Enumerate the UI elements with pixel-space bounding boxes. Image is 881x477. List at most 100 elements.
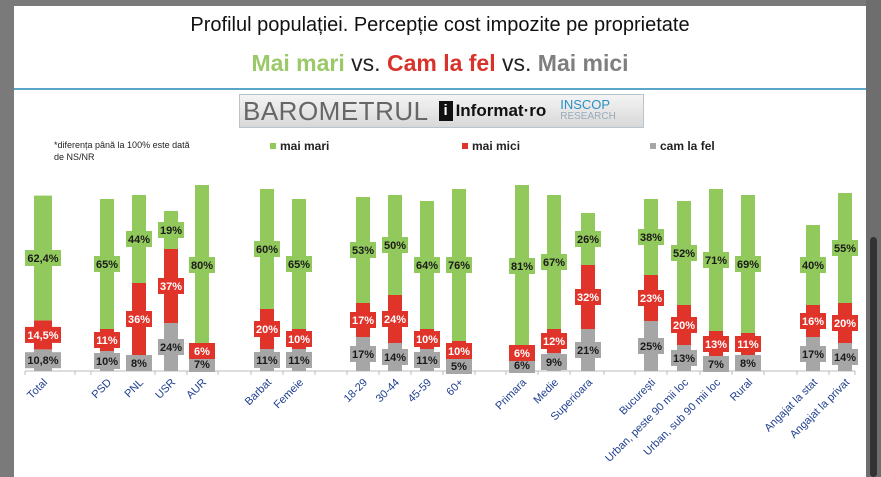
data-label-box	[832, 315, 858, 331]
data-label-box	[800, 313, 826, 329]
data-label: 7%	[708, 359, 724, 371]
category-label: Rural	[728, 377, 755, 404]
chart-subtitle: Mai mari vs. Cam la fel vs. Mai mici	[14, 50, 866, 77]
data-label: 80%	[191, 260, 213, 272]
legend-mai-mari: mai mari	[270, 139, 329, 153]
data-label: 10%	[416, 334, 438, 346]
data-label: 13%	[705, 339, 727, 351]
data-label-box	[446, 358, 472, 374]
data-label: 13%	[673, 353, 695, 365]
data-label-box	[832, 349, 858, 365]
legend-swatch	[650, 143, 656, 149]
logo-inscop-text: INSCOP	[560, 97, 611, 112]
data-label: 67%	[543, 257, 565, 269]
data-label: 60%	[256, 244, 278, 256]
category-label: 30-44	[374, 377, 402, 405]
data-label-box	[509, 258, 535, 274]
data-label-box	[189, 356, 215, 372]
data-label: 5%	[451, 361, 467, 373]
chart-title: Profilul populației. Percepție cost impo…	[190, 14, 690, 36]
data-label: 65%	[96, 259, 118, 271]
category-label: 60+	[444, 377, 466, 399]
data-label: 50%	[384, 240, 406, 252]
data-label: 14%	[834, 352, 856, 364]
informat-icon: i	[438, 101, 453, 121]
data-label: 10,8%	[27, 355, 58, 367]
data-label-box	[254, 321, 280, 337]
data-label: 8%	[740, 358, 756, 370]
data-label: 52%	[673, 248, 695, 260]
data-label: 20%	[834, 318, 856, 330]
legend-label: mai mari	[280, 139, 330, 153]
divider	[14, 88, 866, 90]
data-label: 23%	[640, 293, 662, 305]
subtitle-vs: vs.	[495, 50, 538, 76]
data-label-box	[735, 355, 761, 371]
data-label: 14%	[384, 352, 406, 364]
data-label-box	[382, 311, 408, 327]
data-label: 69%	[737, 259, 759, 271]
category-label: Total	[25, 377, 50, 402]
data-label: 8%	[131, 358, 147, 370]
data-label: 17%	[802, 349, 824, 361]
data-label-box	[126, 311, 152, 327]
data-label-box	[446, 343, 472, 359]
data-label: 12%	[543, 336, 565, 348]
category-label: Primara	[493, 376, 529, 412]
logo-inscop: INSCOP RESEARCH	[560, 97, 616, 123]
data-label-box	[286, 256, 312, 272]
data-label: 26%	[577, 234, 599, 246]
data-label-box	[286, 331, 312, 347]
data-label-box	[382, 349, 408, 365]
category-label: Angajat la privat	[788, 377, 852, 441]
data-label: 81%	[511, 261, 533, 273]
data-label: 24%	[384, 314, 406, 326]
data-label: 10%	[288, 334, 310, 346]
data-label-box	[126, 355, 152, 371]
data-label-box	[703, 336, 729, 352]
data-label: 6%	[514, 348, 530, 360]
data-label: 14,5%	[27, 330, 58, 342]
data-label: 11%	[416, 355, 438, 367]
legend-label: mai mici	[472, 139, 521, 153]
data-label: 20%	[256, 324, 278, 336]
data-label-box	[126, 231, 152, 247]
data-label-box	[189, 257, 215, 273]
logo-research-text: RESEARCH	[560, 111, 616, 122]
data-label-box	[350, 312, 376, 328]
category-label: Barbat	[243, 377, 274, 408]
data-label: 9%	[546, 357, 562, 369]
data-label: 7%	[194, 359, 210, 371]
data-label-box	[25, 326, 61, 343]
data-label: 25%	[640, 341, 662, 353]
data-label: 10%	[448, 346, 470, 358]
data-label-box	[254, 352, 280, 368]
legend-mai-mici: mai mici	[462, 139, 520, 153]
subtitle-vs: vs.	[344, 50, 387, 76]
data-label-box	[638, 338, 664, 354]
data-label: 17%	[352, 349, 374, 361]
legend-swatch	[462, 143, 468, 149]
data-label-box	[671, 245, 697, 261]
data-label: 76%	[448, 260, 470, 272]
data-label: 40%	[802, 260, 824, 272]
data-label-box	[509, 345, 535, 361]
data-label: 44%	[128, 234, 150, 246]
data-label-box	[158, 339, 184, 355]
scrollbar-thumb[interactable]	[870, 237, 877, 477]
legend-swatch	[270, 143, 276, 149]
data-label: 64%	[416, 260, 438, 272]
data-label: 16%	[802, 316, 824, 328]
data-label: 11%	[288, 355, 310, 367]
data-label-box	[800, 346, 826, 362]
data-label-box	[94, 256, 120, 272]
data-label: 11%	[737, 339, 759, 351]
data-label-box	[541, 254, 567, 270]
category-label: PSD	[90, 377, 115, 402]
data-label: 24%	[160, 342, 182, 354]
data-label-box	[541, 333, 567, 349]
subtitle-mai-mari: Mai mari	[251, 50, 345, 76]
data-label-box	[800, 257, 826, 273]
data-label-box	[25, 352, 61, 369]
